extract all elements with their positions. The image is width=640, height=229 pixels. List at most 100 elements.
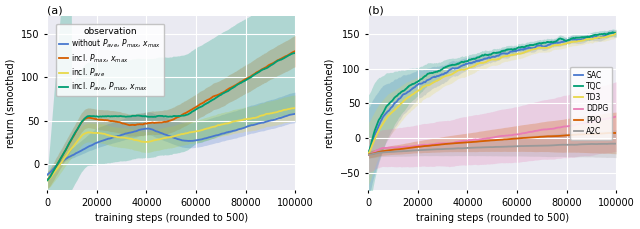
Line: incl. $P_{ave}$: incl. $P_{ave}$ xyxy=(47,108,295,180)
A2C xyxy=(524,144,532,147)
without $P_{ave}$, $P_{max}$, $x_{max}$ xyxy=(291,112,299,115)
incl. $P_{ave}$ xyxy=(134,139,141,142)
X-axis label: training steps (rounded to 500): training steps (rounded to 500) xyxy=(415,213,569,224)
incl. $P_{ave}$, $P_{max}$, $x_{max}$ xyxy=(206,100,214,103)
PPO xyxy=(527,136,534,139)
TD3 xyxy=(570,40,577,43)
incl. $P_{max}$, $x_{max}$ xyxy=(203,99,211,102)
SAC xyxy=(454,66,462,69)
DDPG xyxy=(524,131,532,134)
without $P_{ave}$, $P_{max}$, $x_{max}$ xyxy=(105,137,113,140)
Line: incl. $P_{ave}$, $P_{max}$, $x_{max}$: incl. $P_{ave}$, $P_{max}$, $x_{max}$ xyxy=(47,53,295,180)
TQC xyxy=(364,153,372,155)
incl. $P_{ave}$ xyxy=(291,106,299,109)
Text: (a): (a) xyxy=(47,5,63,16)
Line: A2C: A2C xyxy=(368,144,616,155)
without $P_{ave}$, $P_{max}$, $x_{max}$ xyxy=(115,134,123,137)
SAC xyxy=(612,33,620,35)
incl. $P_{max}$, $x_{max}$ xyxy=(44,178,51,181)
A2C xyxy=(364,153,372,156)
SAC xyxy=(364,152,372,154)
incl. $P_{max}$, $x_{max}$ xyxy=(134,123,141,126)
A2C xyxy=(436,148,444,150)
Y-axis label: return (smoothed): return (smoothed) xyxy=(6,59,15,148)
incl. $P_{ave}$, $P_{max}$, $x_{max}$ xyxy=(248,75,256,78)
without $P_{ave}$, $P_{max}$, $x_{max}$ xyxy=(206,136,214,139)
without $P_{ave}$, $P_{max}$, $x_{max}$ xyxy=(203,137,211,139)
PPO xyxy=(570,134,577,136)
incl. $P_{max}$, $x_{max}$ xyxy=(206,98,214,100)
TD3 xyxy=(426,84,433,86)
Line: incl. $P_{max}$, $x_{max}$: incl. $P_{max}$, $x_{max}$ xyxy=(47,51,295,180)
incl. $P_{ave}$, $P_{max}$, $x_{max}$ xyxy=(291,52,298,55)
TD3 xyxy=(436,78,444,80)
TD3 xyxy=(527,49,534,51)
DDPG xyxy=(436,142,444,145)
DDPG xyxy=(570,124,577,127)
A2C xyxy=(426,148,433,151)
A2C xyxy=(612,142,620,145)
Line: without $P_{ave}$, $P_{max}$, $x_{max}$: without $P_{ave}$, $P_{max}$, $x_{max}$ xyxy=(47,114,295,175)
incl. $P_{ave}$, $P_{max}$, $x_{max}$ xyxy=(115,115,123,118)
incl. $P_{max}$, $x_{max}$ xyxy=(115,121,123,123)
TQC xyxy=(609,31,616,34)
PPO xyxy=(426,144,433,147)
Line: DDPG: DDPG xyxy=(368,117,616,155)
A2C xyxy=(608,142,616,145)
PPO xyxy=(436,143,444,146)
SAC xyxy=(607,32,614,34)
A2C xyxy=(570,143,577,146)
TQC xyxy=(612,31,620,34)
incl. $P_{ave}$ xyxy=(248,117,256,120)
PPO xyxy=(612,132,620,134)
Line: TQC: TQC xyxy=(368,32,616,154)
Y-axis label: return (smoothed): return (smoothed) xyxy=(324,59,335,148)
Line: PPO: PPO xyxy=(368,133,616,155)
DDPG xyxy=(364,154,372,156)
TQC xyxy=(454,63,462,65)
without $P_{ave}$, $P_{max}$, $x_{max}$ xyxy=(248,124,256,127)
TD3 xyxy=(524,50,532,52)
SAC xyxy=(524,47,532,49)
Legend: without $P_{ave}$, $P_{max}$, $x_{max}$, incl. $P_{max}$, $x_{max}$, incl. $P_{a: without $P_{ave}$, $P_{max}$, $x_{max}$,… xyxy=(56,24,164,96)
incl. $P_{ave}$, $P_{max}$, $x_{max}$ xyxy=(44,179,51,182)
SAC xyxy=(426,78,433,81)
incl. $P_{ave}$, $P_{max}$, $x_{max}$ xyxy=(134,114,141,117)
DDPG xyxy=(454,140,462,143)
SAC xyxy=(436,74,444,76)
PPO xyxy=(524,136,532,139)
DDPG xyxy=(527,131,534,133)
without $P_{ave}$, $P_{max}$, $x_{max}$ xyxy=(134,129,141,132)
Line: TD3: TD3 xyxy=(368,33,616,154)
TD3 xyxy=(612,32,620,35)
A2C xyxy=(454,147,462,150)
X-axis label: training steps (rounded to 500): training steps (rounded to 500) xyxy=(95,213,248,224)
DDPG xyxy=(612,115,620,118)
incl. $P_{max}$, $x_{max}$ xyxy=(291,50,299,52)
TQC xyxy=(527,44,534,46)
incl. $P_{max}$, $x_{max}$ xyxy=(105,119,113,122)
Legend: SAC, TQC, TD3, DDPG, PPO, A2C: SAC, TQC, TD3, DDPG, PPO, A2C xyxy=(570,67,612,140)
SAC xyxy=(527,47,534,49)
DDPG xyxy=(426,143,433,146)
incl. $P_{ave}$ xyxy=(115,136,123,139)
incl. $P_{ave}$ xyxy=(105,134,113,137)
Line: SAC: SAC xyxy=(368,33,616,153)
incl. $P_{ave}$, $P_{max}$, $x_{max}$ xyxy=(105,115,113,117)
without $P_{ave}$, $P_{max}$, $x_{max}$ xyxy=(44,173,51,176)
TQC xyxy=(436,69,444,72)
Text: (b): (b) xyxy=(368,5,384,16)
PPO xyxy=(364,153,372,156)
TD3 xyxy=(364,152,372,155)
TQC xyxy=(524,44,532,47)
TQC xyxy=(426,72,433,74)
PPO xyxy=(610,132,618,134)
TQC xyxy=(570,36,577,39)
DDPG xyxy=(612,115,620,118)
incl. $P_{ave}$ xyxy=(206,126,214,129)
incl. $P_{ave}$, $P_{max}$, $x_{max}$ xyxy=(203,102,211,105)
incl. $P_{max}$, $x_{max}$ xyxy=(248,74,256,76)
A2C xyxy=(527,144,534,147)
incl. $P_{ave}$ xyxy=(44,179,51,182)
TD3 xyxy=(454,69,462,72)
